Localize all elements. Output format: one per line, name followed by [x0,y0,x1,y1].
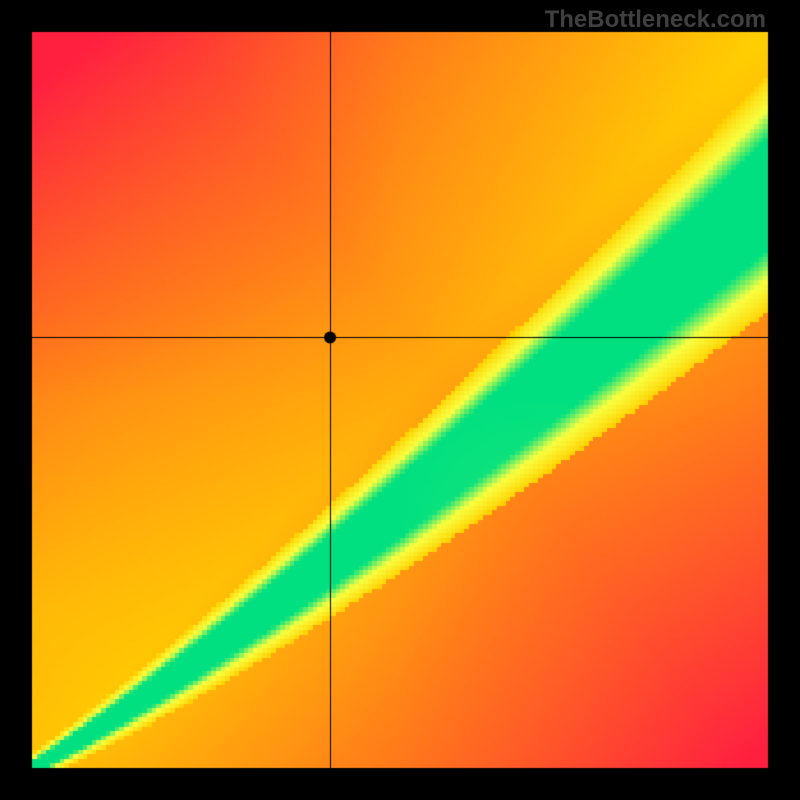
bottleneck-heatmap [0,0,800,800]
chart-container: { "canvas": { "width": 800, "height": 80… [0,0,800,800]
watermark-label: TheBottleneck.com [545,6,766,34]
